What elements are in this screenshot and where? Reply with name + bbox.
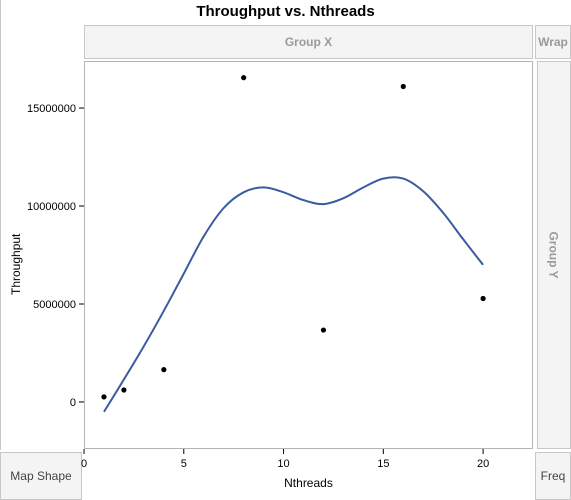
- y-axis: 0 5000000 10000000 15000000: [27, 103, 84, 409]
- data-point[interactable]: [320, 327, 327, 333]
- y-tick-label: 10000000: [27, 201, 76, 213]
- points-layer: [101, 75, 486, 400]
- y-tick-label: 5000000: [33, 299, 76, 311]
- x-tick-label: 0: [81, 458, 87, 470]
- data-point[interactable]: [121, 387, 127, 393]
- freq-dropzone[interactable]: Freq: [535, 452, 571, 500]
- x-tick-label: 20: [477, 458, 489, 470]
- left-border: [0, 0, 1, 450]
- group-x-dropzone[interactable]: Group X: [84, 25, 533, 59]
- data-point[interactable]: [241, 75, 247, 81]
- y-axis-label: Throughput: [9, 233, 23, 295]
- map-shape-dropzone[interactable]: Map Shape: [0, 452, 82, 500]
- y-tick-label: 0: [70, 397, 76, 409]
- plot-frame[interactable]: [84, 61, 533, 449]
- chart-title: Throughput vs. Nthreads: [196, 3, 375, 20]
- y-tick-label: 15000000: [27, 103, 76, 115]
- data-point[interactable]: [101, 394, 107, 400]
- x-axis-label: Nthreads: [284, 476, 333, 490]
- x-tick-label: 15: [377, 458, 389, 470]
- x-tick-label: 10: [277, 458, 289, 470]
- wrap-dropzone[interactable]: Wrap: [535, 25, 571, 59]
- data-point[interactable]: [480, 295, 486, 302]
- data-point[interactable]: [161, 367, 167, 373]
- data-point[interactable]: [400, 83, 406, 90]
- x-axis: 0 5 10 15 20: [81, 449, 489, 470]
- smoother-line: [103, 176, 484, 413]
- smoother-layer: [103, 176, 484, 413]
- x-tick-label: 5: [181, 458, 187, 470]
